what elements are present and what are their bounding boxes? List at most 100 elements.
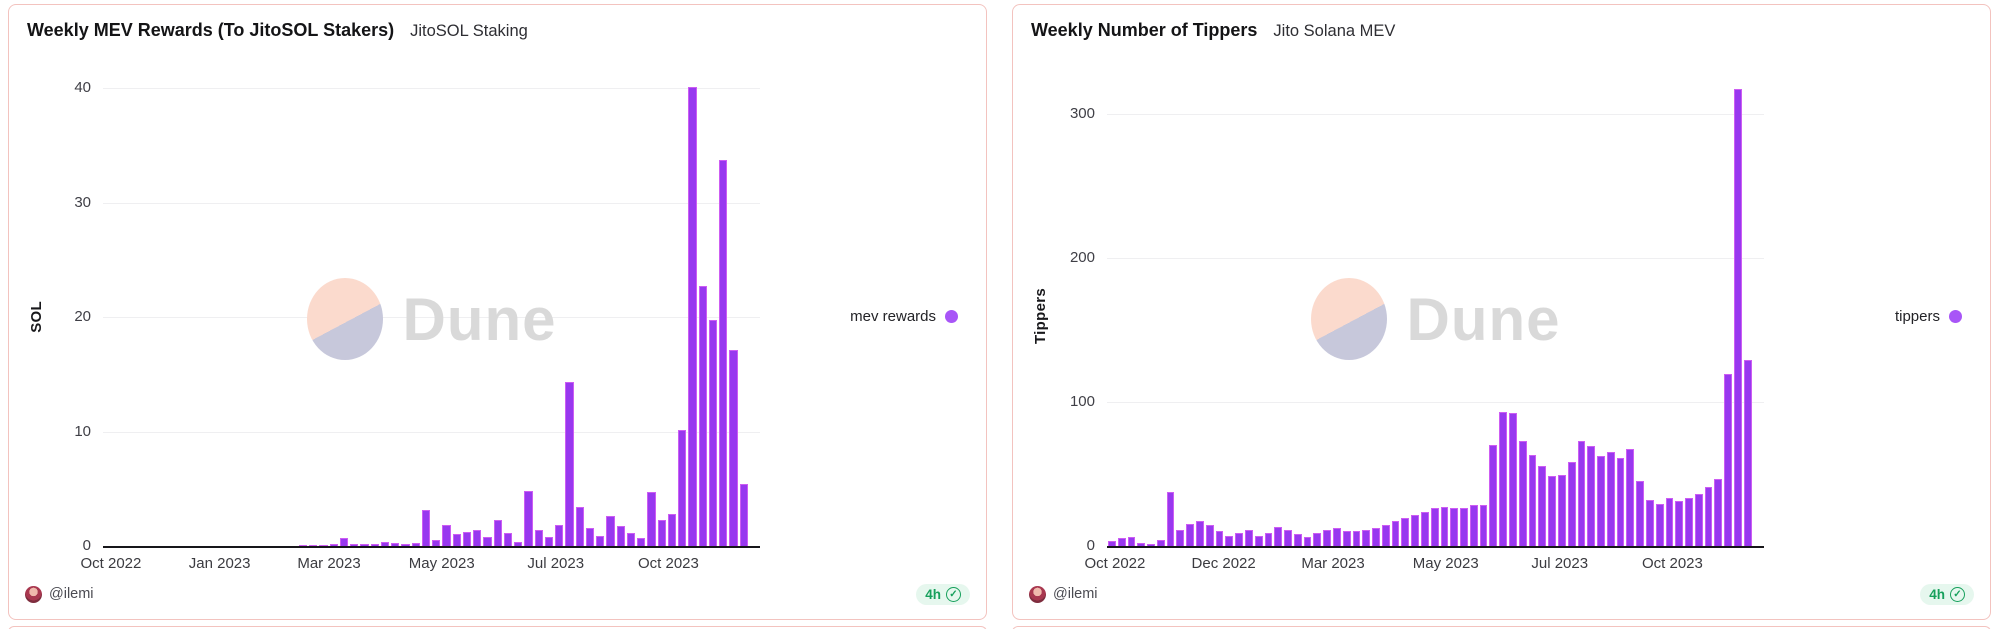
bar[interactable]	[524, 490, 533, 547]
bar[interactable]	[1469, 505, 1478, 547]
bar[interactable]	[1293, 534, 1302, 547]
bar[interactable]	[1430, 508, 1439, 547]
bar[interactable]	[1274, 526, 1283, 547]
bar[interactable]	[688, 86, 697, 547]
bar[interactable]	[1538, 466, 1547, 547]
bar[interactable]	[544, 536, 553, 547]
bar[interactable]	[1479, 505, 1488, 547]
bar[interactable]	[1440, 506, 1449, 547]
bar[interactable]	[1636, 480, 1644, 547]
bar[interactable]	[1460, 508, 1468, 547]
bar[interactable]	[432, 540, 441, 547]
bar[interactable]	[483, 536, 492, 547]
bar[interactable]	[1645, 499, 1654, 547]
bar[interactable]	[1606, 452, 1615, 547]
bar[interactable]	[678, 430, 687, 547]
bar[interactable]	[1675, 500, 1684, 547]
bar[interactable]	[411, 543, 420, 547]
bar[interactable]	[565, 382, 574, 547]
bar[interactable]	[637, 537, 646, 547]
bar[interactable]	[1381, 525, 1390, 547]
bar[interactable]	[1303, 536, 1312, 547]
bar[interactable]	[1577, 440, 1586, 547]
bar[interactable]	[1284, 529, 1292, 547]
bar[interactable]	[514, 542, 523, 547]
bar[interactable]	[1166, 492, 1175, 547]
bar[interactable]	[462, 532, 471, 547]
bar[interactable]	[1225, 535, 1234, 547]
bar[interactable]	[1557, 475, 1566, 547]
bar[interactable]	[391, 543, 400, 547]
bar[interactable]	[1332, 528, 1341, 547]
bar[interactable]	[1509, 413, 1517, 547]
bar[interactable]	[1665, 498, 1674, 547]
bar[interactable]	[534, 529, 543, 547]
bar[interactable]	[319, 544, 328, 547]
bar[interactable]	[657, 519, 666, 547]
refresh-badge[interactable]: 4h ✓	[916, 583, 970, 605]
bar[interactable]	[698, 286, 707, 547]
bar[interactable]	[1421, 512, 1429, 547]
bar[interactable]	[1313, 532, 1322, 547]
bar[interactable]	[1117, 538, 1126, 547]
bar[interactable]	[1616, 457, 1625, 547]
refresh-badge[interactable]: 4h ✓	[1920, 583, 1974, 605]
bar[interactable]	[1137, 542, 1146, 547]
bar[interactable]	[1352, 531, 1361, 547]
bar[interactable]	[1694, 493, 1703, 547]
bar[interactable]	[1186, 523, 1195, 547]
bar[interactable]	[1714, 479, 1723, 547]
bar[interactable]	[606, 516, 615, 547]
bar[interactable]	[1156, 539, 1165, 547]
bar[interactable]	[1734, 89, 1742, 547]
bar[interactable]	[360, 544, 369, 547]
bar[interactable]	[1391, 521, 1400, 547]
bar[interactable]	[626, 533, 635, 547]
bar[interactable]	[667, 513, 676, 547]
bar[interactable]	[1655, 503, 1664, 547]
bar[interactable]	[473, 529, 482, 547]
bar[interactable]	[380, 542, 389, 547]
bar[interactable]	[452, 534, 461, 547]
bar[interactable]	[647, 492, 656, 547]
bar[interactable]	[1587, 446, 1596, 547]
bar[interactable]	[1548, 476, 1556, 547]
bar[interactable]	[1724, 374, 1732, 547]
bar[interactable]	[1108, 541, 1116, 547]
bar[interactable]	[1499, 411, 1508, 547]
bar[interactable]	[1567, 462, 1576, 547]
bar[interactable]	[739, 484, 748, 547]
bar[interactable]	[1205, 525, 1214, 547]
bar[interactable]	[329, 544, 338, 547]
bar[interactable]	[1411, 515, 1419, 547]
bar[interactable]	[1401, 518, 1410, 547]
bar[interactable]	[1147, 544, 1155, 547]
bar[interactable]	[442, 525, 451, 547]
bar[interactable]	[1323, 529, 1331, 547]
bar[interactable]	[1626, 449, 1635, 547]
bar[interactable]	[616, 526, 625, 547]
bar[interactable]	[1372, 528, 1380, 547]
bar[interactable]	[596, 535, 605, 547]
author-link[interactable]: @ilemi	[25, 585, 94, 603]
bar[interactable]	[1127, 536, 1136, 547]
bar[interactable]	[575, 506, 584, 547]
bar[interactable]	[1597, 456, 1605, 547]
bar[interactable]	[1264, 532, 1273, 547]
bar[interactable]	[350, 543, 359, 547]
bar[interactable]	[1176, 529, 1185, 547]
bar[interactable]	[421, 510, 430, 547]
bar[interactable]	[708, 320, 717, 547]
bar[interactable]	[1450, 508, 1459, 547]
author-link[interactable]: @ilemi	[1029, 585, 1098, 603]
bar[interactable]	[1489, 444, 1498, 547]
bar[interactable]	[1743, 359, 1752, 547]
bar[interactable]	[1685, 498, 1693, 547]
bar[interactable]	[493, 519, 502, 547]
bar[interactable]	[1704, 486, 1713, 547]
bar[interactable]	[1235, 532, 1243, 547]
legend[interactable]: tippers	[1772, 56, 1990, 577]
bar[interactable]	[1362, 529, 1371, 547]
bar[interactable]	[1254, 535, 1263, 547]
bar[interactable]	[1528, 454, 1537, 547]
